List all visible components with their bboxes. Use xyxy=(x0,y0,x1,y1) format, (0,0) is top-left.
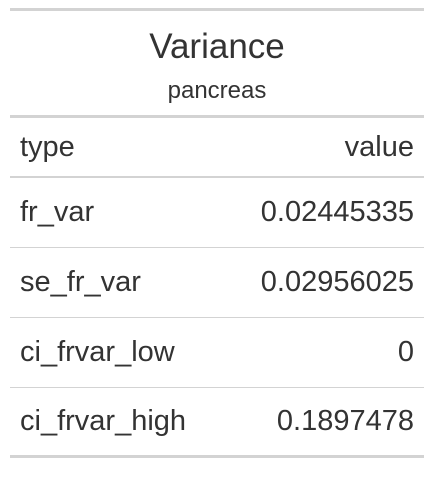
heading-rule xyxy=(10,115,424,118)
column-header-row: type value xyxy=(10,118,424,178)
cell-value: 0.02445335 xyxy=(260,196,414,228)
table-title: Variance xyxy=(149,27,285,66)
cell-type: ci_frvar_high xyxy=(20,405,187,437)
cell-value: 0.1897478 xyxy=(276,405,414,437)
table-subtitle: pancreas xyxy=(167,77,267,104)
cell-value: 0.02956025 xyxy=(260,266,414,298)
cell-type: ci_frvar_low xyxy=(20,336,175,368)
table-row: se_fr_var 0.02956025 xyxy=(10,248,424,318)
table-row: fr_var 0.02445335 xyxy=(10,178,424,248)
table-top-rule xyxy=(10,8,424,11)
cell-type: se_fr_var xyxy=(20,266,141,298)
column-header-type: type xyxy=(20,130,75,163)
table-row: ci_frvar_low 0 xyxy=(10,318,424,388)
column-header-value: value xyxy=(344,130,414,163)
cell-value: 0 xyxy=(397,336,414,368)
table-row: ci_frvar_high 0.1897478 xyxy=(10,388,424,458)
cell-type: fr_var xyxy=(20,196,95,228)
variance-table: Variance pancreas type value fr_var 0.02… xyxy=(10,8,424,458)
